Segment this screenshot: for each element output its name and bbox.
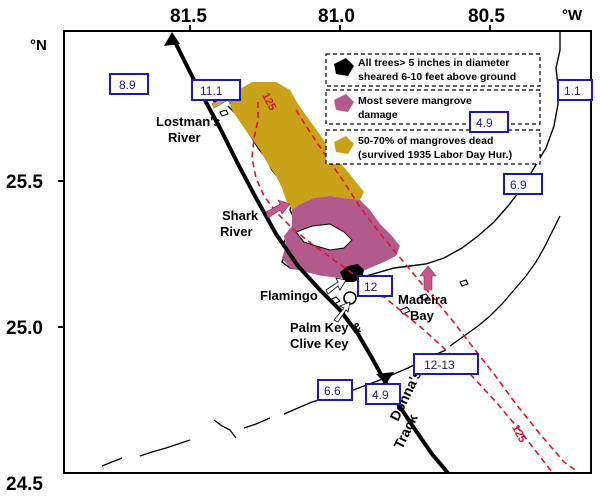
palm-key-arrow <box>333 301 351 323</box>
tick-lon-81-5: 81.5 <box>170 6 207 27</box>
left-ticks <box>58 180 64 328</box>
surge-box: 12 <box>357 275 393 297</box>
damage-area-mangroves-dead <box>228 82 364 210</box>
label-palm-key-line1: Palm Key & <box>290 320 362 335</box>
legend-item-box-sheared <box>325 53 541 87</box>
legend-label-dead-2: (survived 1935 Labor Day Hur.) <box>358 149 512 161</box>
surge-value: 8.9 <box>119 78 136 92</box>
legend-label-dead-1: 50-70% of mangroves dead <box>358 135 493 147</box>
label-shark-line2: River <box>220 224 253 239</box>
unit-west: °W <box>562 7 583 24</box>
surge-boxes: 8.9 11.1 1.1 4.9 6.9 12 12-13 6.6 <box>109 73 593 405</box>
legend-label-severe-1: Most severe mangrove <box>358 95 472 107</box>
top-ticks <box>189 25 491 31</box>
legend-swatch-dead <box>334 136 354 154</box>
madeira-arrow <box>419 265 437 291</box>
surge-box: 11.1 <box>191 79 241 101</box>
label-lostmans-line1: Lostman's <box>156 114 221 129</box>
surge-value: 6.6 <box>324 384 341 398</box>
tick-lat-24-5: 24.5 <box>6 474 43 495</box>
surge-box: 6.6 <box>317 379 353 401</box>
unit-north: °N <box>30 37 47 54</box>
label-madeira-line1: Madeira <box>398 292 448 307</box>
surge-value: 11.1 <box>200 84 223 98</box>
legend-swatch-severe <box>334 94 354 112</box>
legend-label-sheared-2: sheared 6-10 feet above ground <box>358 71 516 83</box>
surge-value: 6.9 <box>510 178 527 192</box>
legend: All trees> 5 inches in diameter sheared … <box>325 53 541 165</box>
shark-river-arrow <box>265 199 291 219</box>
surge-value: 4.9 <box>476 116 493 130</box>
tick-lat-25-5: 25.5 <box>6 172 43 193</box>
wind-contour-125-west <box>251 102 553 473</box>
flamingo-arrow <box>325 277 347 295</box>
surge-value: 4.9 <box>372 388 389 402</box>
track-arrowhead-south <box>376 372 394 384</box>
hurricane-track <box>170 35 450 475</box>
label-palm-key-line2: Clive Key <box>290 336 349 351</box>
legend-label-severe-2: damage <box>358 109 398 121</box>
surge-box: 4.9 <box>469 111 509 133</box>
surge-value: 12-13 <box>424 358 455 372</box>
tick-lon-81-0: 81.0 <box>318 6 355 27</box>
label-lostmans-line2: River <box>168 130 201 145</box>
surge-value: 1.1 <box>564 84 581 98</box>
label-shark-line1: Shark <box>222 208 259 223</box>
surge-box: 1.1 <box>557 79 593 101</box>
surge-box: 6.9 <box>503 173 543 195</box>
whitewater-bay <box>295 223 353 251</box>
legend-label-sheared-1: All trees> 5 inches in diameter <box>358 57 509 69</box>
surge-value: 12 <box>364 280 378 294</box>
surge-box: 8.9 <box>109 73 149 95</box>
surge-box: 4.9 <box>365 383 401 405</box>
label-madeira-line2: Bay <box>410 308 435 323</box>
legend-swatch-sheared <box>334 58 354 76</box>
tick-lat-25-0: 25.0 <box>6 318 43 339</box>
surge-box: 12-13 <box>413 353 479 375</box>
tick-lon-80-5: 80.5 <box>468 6 505 27</box>
track-arrowhead <box>164 32 180 46</box>
legend-item-box-dead <box>325 129 541 165</box>
label-flamingo: Flamingo <box>260 288 318 303</box>
